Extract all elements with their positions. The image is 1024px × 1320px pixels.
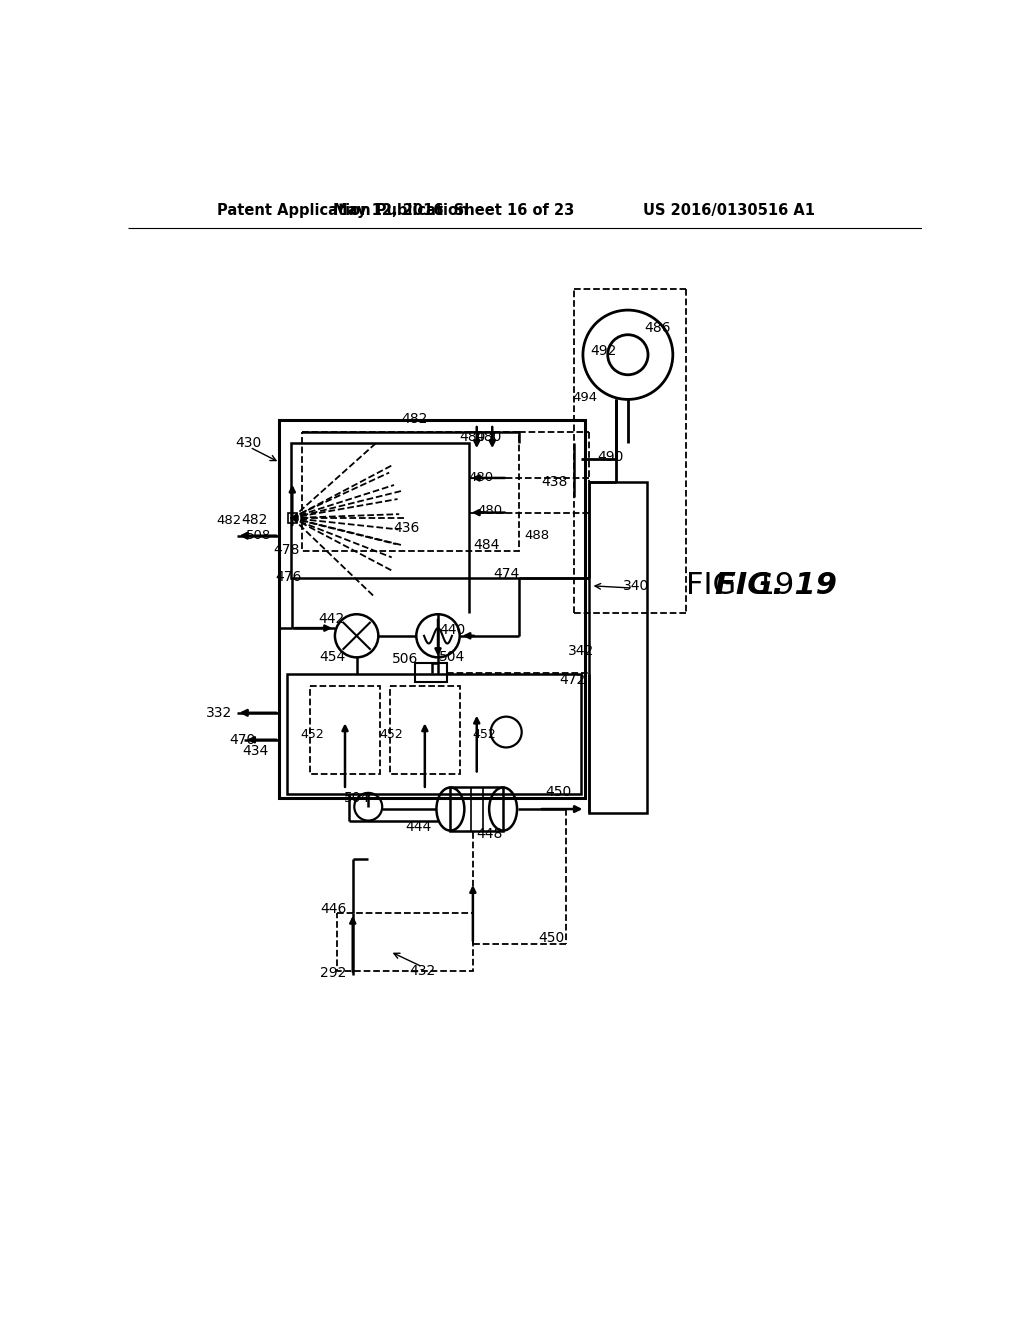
Text: 438: 438 xyxy=(541,475,567,488)
Text: 480: 480 xyxy=(475,430,502,444)
Bar xyxy=(415,663,447,682)
Text: 480: 480 xyxy=(460,430,486,444)
Text: 450: 450 xyxy=(545,785,571,799)
Text: 504: 504 xyxy=(439,651,465,664)
Text: Patent Application Publication: Patent Application Publication xyxy=(217,203,469,218)
Text: 454: 454 xyxy=(319,651,346,664)
Text: 452: 452 xyxy=(473,727,497,741)
Text: May 12, 2016  Sheet 16 of 23: May 12, 2016 Sheet 16 of 23 xyxy=(333,203,574,218)
Text: 340: 340 xyxy=(623,578,649,593)
Text: 478: 478 xyxy=(273,543,300,557)
Text: 440: 440 xyxy=(439,623,465,636)
Bar xyxy=(280,420,586,797)
Text: 446: 446 xyxy=(321,902,346,916)
Text: 434: 434 xyxy=(243,744,269,758)
Text: 506: 506 xyxy=(392,652,419,665)
Bar xyxy=(310,686,380,775)
Text: 474: 474 xyxy=(494,568,519,581)
Text: 332: 332 xyxy=(206,706,232,719)
Text: 476: 476 xyxy=(275,569,302,583)
Text: 484: 484 xyxy=(474,539,500,552)
Text: 492: 492 xyxy=(590,345,616,358)
Text: 436: 436 xyxy=(394,521,420,535)
Text: 342: 342 xyxy=(568,644,595,659)
Text: 482: 482 xyxy=(216,513,242,527)
Text: 448: 448 xyxy=(477,828,503,841)
Text: 292: 292 xyxy=(321,966,346,979)
Bar xyxy=(337,913,473,970)
Text: 430: 430 xyxy=(234,437,261,450)
Text: 444: 444 xyxy=(406,820,432,834)
Bar xyxy=(302,432,519,552)
Text: 488: 488 xyxy=(524,529,550,543)
Bar xyxy=(390,686,460,775)
Text: 482: 482 xyxy=(241,513,267,527)
Bar xyxy=(589,482,647,813)
Text: 452: 452 xyxy=(380,727,403,741)
Text: 450: 450 xyxy=(539,931,565,945)
Text: 452: 452 xyxy=(301,727,325,741)
Bar xyxy=(451,788,503,830)
Text: 480: 480 xyxy=(477,504,503,517)
Text: 490: 490 xyxy=(598,450,624,465)
Text: 508: 508 xyxy=(246,529,270,543)
Text: 470: 470 xyxy=(229,733,256,747)
Text: 504: 504 xyxy=(343,791,370,804)
Text: 432: 432 xyxy=(410,964,435,978)
Text: 494: 494 xyxy=(572,391,598,404)
Text: 442: 442 xyxy=(318,612,345,626)
Text: US 2016/0130516 A1: US 2016/0130516 A1 xyxy=(643,203,815,218)
Text: 482: 482 xyxy=(401,412,428,425)
Text: FIG. 19: FIG. 19 xyxy=(686,572,795,601)
Text: 486: 486 xyxy=(644,321,671,335)
Text: 480: 480 xyxy=(468,471,494,484)
Text: 472: 472 xyxy=(560,673,586,688)
Bar xyxy=(291,444,469,578)
Bar xyxy=(288,513,297,523)
Bar xyxy=(287,675,582,793)
Text: FIG. 19: FIG. 19 xyxy=(716,572,838,601)
